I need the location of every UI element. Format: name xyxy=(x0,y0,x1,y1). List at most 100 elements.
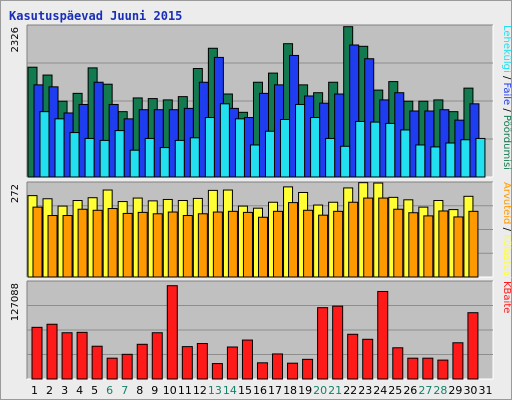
x-tick-label: 30 xyxy=(463,384,477,397)
bar-lehekülgi-day-3 xyxy=(69,132,80,178)
x-tick-label: 2 xyxy=(46,384,53,397)
legend-faile: Faile xyxy=(501,83,512,106)
bar-arvuteid-day-22 xyxy=(348,201,359,278)
bar-kbaite-day-3 xyxy=(61,332,73,380)
bar-arvuteid-day-26 xyxy=(408,212,419,278)
bar-kbaite-day-30 xyxy=(467,312,479,380)
x-tick-label: 21 xyxy=(328,384,342,397)
bar-kbaite-day-2 xyxy=(46,323,58,380)
x-tick-label: 17 xyxy=(268,384,282,397)
bar-kbaite-day-18 xyxy=(287,362,299,380)
x-tick-label: 13 xyxy=(208,384,222,397)
bar-arvuteid-day-9 xyxy=(152,213,163,278)
x-tick-label: 16 xyxy=(253,384,267,397)
bar-lehekülgi-day-14 xyxy=(234,118,245,178)
bar-lehekülgi-day-12 xyxy=(204,117,215,178)
legend-külastusi: Külastusi xyxy=(501,234,512,279)
bar-kbaite-day-22 xyxy=(347,333,359,380)
bar-lehekülgi-day-15 xyxy=(249,144,260,178)
x-tick-label: 24 xyxy=(373,384,387,397)
bar-arvuteid-day-4 xyxy=(77,208,88,278)
bar-kbaite-day-26 xyxy=(407,357,419,380)
bar-lehekülgi-day-23 xyxy=(370,121,381,178)
bar-arvuteid-day-8 xyxy=(137,211,148,278)
bar-arvuteid-day-30 xyxy=(468,210,479,278)
bar-arvuteid-day-15 xyxy=(242,211,253,278)
legend-separator: / xyxy=(501,73,512,83)
legend-separator: / xyxy=(501,224,512,234)
bar-lehekülgi-day-29 xyxy=(460,139,471,178)
bar-lehekülgi-day-10 xyxy=(174,139,185,178)
bar-lehekülgi-day-1 xyxy=(39,111,50,178)
bar-kbaite-day-4 xyxy=(76,331,88,380)
bar-kbaite-day-10 xyxy=(166,285,178,380)
bar-arvuteid-day-25 xyxy=(393,208,404,278)
x-tick-label: 15 xyxy=(238,384,252,397)
bar-kbaite-day-11 xyxy=(181,346,193,380)
x-tick-label: 8 xyxy=(136,384,143,397)
bar-kbaite-day-13 xyxy=(211,363,223,380)
bar-arvuteid-day-14 xyxy=(227,210,238,278)
bar-kbaite-day-12 xyxy=(196,343,208,380)
bar-arvuteid-day-20 xyxy=(318,214,329,278)
x-tick-label: 7 xyxy=(121,384,128,397)
bar-arvuteid-day-29 xyxy=(453,216,464,278)
bar-kbaite-day-7 xyxy=(121,353,133,380)
y-max-label: 2326 xyxy=(10,27,21,52)
bar-faile-day-23 xyxy=(364,58,375,178)
bar-arvuteid-day-1 xyxy=(32,206,43,278)
bar-arvuteid-day-5 xyxy=(92,209,103,278)
bar-kbaite-day-28 xyxy=(437,359,449,380)
x-tick-label: 6 xyxy=(106,384,113,397)
bar-kbaite-day-5 xyxy=(91,345,103,380)
bar-kbaite-day-24 xyxy=(377,290,389,380)
bar-lehekülgi-day-25 xyxy=(400,129,411,178)
x-tick-label: 29 xyxy=(448,384,462,397)
bar-kbaite-day-23 xyxy=(362,338,374,380)
bar-faile-day-5 xyxy=(93,81,104,178)
bar-lehekülgi-day-9 xyxy=(159,147,170,178)
x-tick-label: 27 xyxy=(418,384,432,397)
bar-arvuteid-day-17 xyxy=(273,210,284,278)
y-max-label: 272 xyxy=(10,184,21,203)
x-tick-label: 4 xyxy=(76,384,83,397)
bar-arvuteid-day-23 xyxy=(363,197,374,278)
bar-lehekülgi-day-13 xyxy=(219,103,230,178)
x-tick-label: 18 xyxy=(283,384,297,397)
x-tick-label: 11 xyxy=(178,384,192,397)
bar-arvuteid-day-7 xyxy=(122,212,133,278)
bar-lehekülgi-day-28 xyxy=(445,142,456,178)
bar-lehekülgi-day-27 xyxy=(430,146,441,178)
bar-arvuteid-day-13 xyxy=(212,211,223,278)
bar-lehekülgi-day-24 xyxy=(385,122,396,178)
bar-lehekülgi-day-20 xyxy=(325,137,336,178)
bar-kbaite-day-29 xyxy=(452,342,464,380)
bar-lehekülgi-day-5 xyxy=(99,139,110,178)
x-tick-label: 25 xyxy=(388,384,402,397)
bar-lehekülgi-day-16 xyxy=(264,130,275,178)
bar-kbaite-day-14 xyxy=(226,346,238,380)
bar-arvuteid-day-3 xyxy=(62,215,73,278)
bar-lehekülgi-day-22 xyxy=(355,120,366,178)
bar-lehekülgi-day-19 xyxy=(310,117,321,178)
x-tick-label: 5 xyxy=(91,384,98,397)
bar-lehekülgi-day-30 xyxy=(475,137,486,178)
bar-lehekülgi-day-2 xyxy=(54,118,65,178)
bar-arvuteid-day-6 xyxy=(107,208,118,278)
bar-kbaite-day-20 xyxy=(317,307,329,380)
bar-lehekülgi-day-7 xyxy=(129,149,140,178)
bar-kbaite-day-16 xyxy=(256,362,268,380)
x-tick-label: 19 xyxy=(298,384,312,397)
bar-lehekülgi-day-17 xyxy=(280,118,291,178)
x-tick-label: 26 xyxy=(403,384,417,397)
bar-arvuteid-day-18 xyxy=(288,202,299,278)
middle-legend: Arvuteid / Külastusi xyxy=(501,182,512,279)
x-tick-label: 22 xyxy=(343,384,357,397)
bar-faile-day-22 xyxy=(349,44,360,178)
x-tick-label: 14 xyxy=(223,384,237,397)
x-tick-label: 3 xyxy=(61,384,68,397)
y-max-label: 127088 xyxy=(10,283,21,321)
legend-kbaite: KBaite xyxy=(501,281,512,313)
legend-arvuteid: Arvuteid xyxy=(501,182,512,224)
legend-separator: / xyxy=(501,105,512,115)
